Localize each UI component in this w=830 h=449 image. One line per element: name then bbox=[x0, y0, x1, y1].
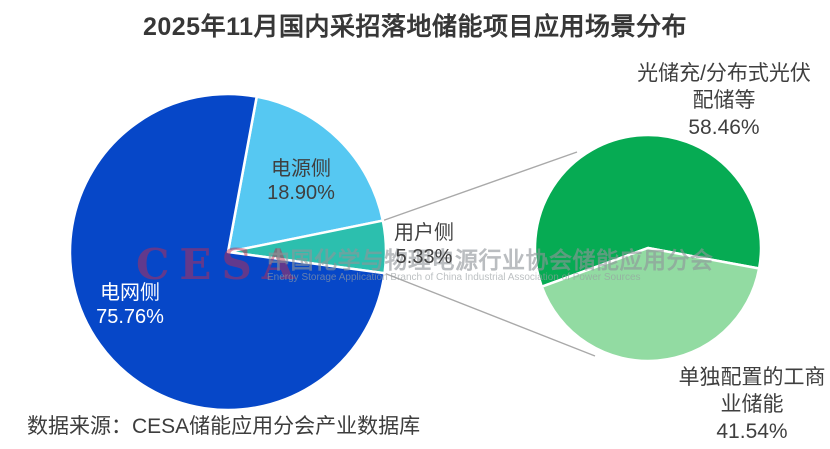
label-grid-side: 电网侧 75.76% bbox=[80, 281, 180, 329]
watermark-cn-text: 中国化学与物理电源行业协会储能应用分会 bbox=[267, 247, 714, 273]
label-user-side: 用户侧 5.33% bbox=[374, 221, 474, 269]
label-user-side-value: 5.33% bbox=[395, 246, 453, 268]
main-pie-slice-grid-side bbox=[68, 92, 386, 412]
label-solar-storage-line2: 配储等 bbox=[692, 89, 756, 112]
label-power-side: 电源侧 18.90% bbox=[251, 157, 351, 205]
source-note: 数据来源：CESA储能应用分会产业数据库 bbox=[27, 415, 421, 438]
chart-title: 2025年11月国内采招落地储能项目应用场景分布 bbox=[142, 13, 688, 41]
connector-line-top bbox=[382, 151, 578, 222]
label-solar-storage-line1: 光储充/分布式光伏 bbox=[637, 62, 811, 85]
label-standalone-ci: 单独配置的工商 业储能 41.54% bbox=[642, 364, 830, 445]
secondary-pie-slice-standalone-ci-storage bbox=[540, 246, 761, 363]
label-standalone-ci-line2: 业储能 bbox=[720, 393, 784, 416]
label-power-side-name: 电源侧 bbox=[271, 158, 331, 180]
label-grid-side-value: 75.76% bbox=[96, 306, 164, 328]
connector-line-bottom bbox=[384, 272, 596, 357]
label-solar-storage: 光储充/分布式光伏 配储等 58.46% bbox=[610, 60, 830, 141]
label-power-side-value: 18.90% bbox=[267, 182, 335, 204]
label-solar-storage-value: 58.46% bbox=[688, 116, 760, 139]
secondary-pie-slice-solar-storage-pv bbox=[533, 133, 763, 288]
main-pie-slice-power-side bbox=[226, 95, 385, 254]
label-user-side-name: 用户侧 bbox=[394, 222, 454, 244]
watermark-en-text: Energy Storage Application Branch of Chi… bbox=[267, 272, 641, 283]
label-standalone-ci-value: 41.54% bbox=[716, 420, 788, 443]
label-standalone-ci-line1: 单独配置的工商 bbox=[678, 366, 826, 389]
watermark-logo: CESA bbox=[136, 240, 305, 289]
label-grid-side-name: 电网侧 bbox=[100, 282, 160, 304]
